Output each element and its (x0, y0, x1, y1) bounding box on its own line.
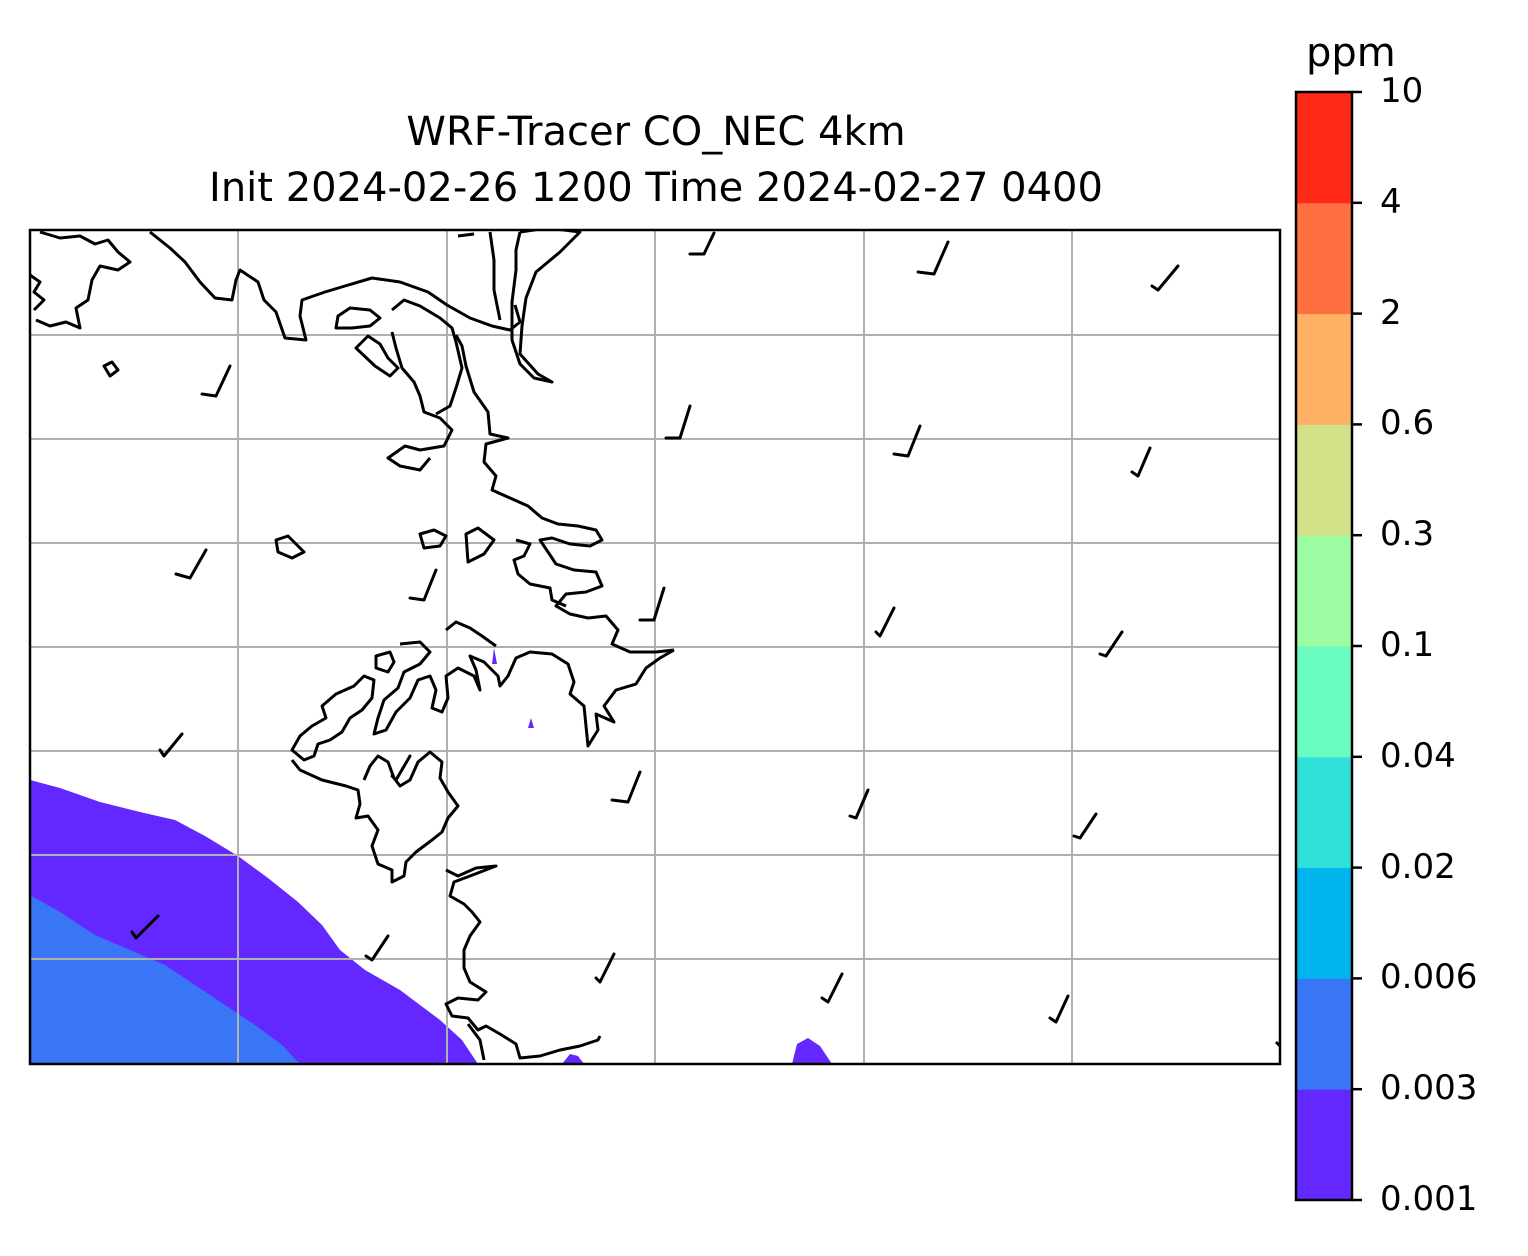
colorbar-tick-label: 2 (1380, 292, 1402, 333)
tracer-fill-level-1-b (562, 1054, 584, 1064)
colorbar-band (1296, 424, 1352, 536)
tracer-fill-level-1-c (792, 1038, 832, 1064)
colorbar-band (1296, 313, 1352, 425)
wind-barb (874, 606, 896, 638)
wind-barb (638, 586, 666, 622)
coastlines (30, 230, 1280, 1061)
map-frame (28, 228, 1282, 1066)
colorbar-band (1296, 1089, 1352, 1201)
colorbar-unit-label: ppm (1306, 30, 1396, 76)
colorbar-tick-label: 0.001 (1380, 1179, 1478, 1219)
map-area (30, 230, 1280, 1064)
colorbar-tick-label: 0.006 (1380, 957, 1478, 998)
tracer-fill-level-2 (30, 895, 300, 1064)
wind-barb (1048, 994, 1070, 1024)
wind-barb (408, 568, 438, 602)
wind-barb (1072, 812, 1098, 840)
wind-barb (916, 240, 950, 276)
colorbar-tick-label: 0.6 (1380, 403, 1435, 444)
colorbar-band (1296, 646, 1352, 758)
wind-barb (200, 364, 232, 398)
colorbar-tick-label: 0.04 (1380, 735, 1456, 776)
wind-barb (1150, 264, 1180, 292)
wind-barb (688, 231, 716, 256)
wind-barb (664, 404, 692, 440)
colorbar-tick-label: 0.3 (1380, 514, 1435, 555)
colorbar-ticks (1352, 90, 1362, 1202)
colorbar-tick-label: 0.1 (1380, 625, 1435, 665)
colorbar-tick-label: 0.003 (1380, 1068, 1478, 1109)
colorbar-band (1296, 535, 1352, 647)
colorbar-band (1296, 202, 1352, 315)
wind-barb (1098, 630, 1124, 658)
wind-barb (364, 934, 390, 962)
colorbar (1296, 92, 1352, 1201)
wind-barb (1130, 446, 1152, 478)
wind-barb (848, 788, 870, 820)
wind-barb (892, 424, 922, 458)
wind-barb (158, 732, 184, 758)
map-title-line-1: WRF-Tracer CO_NEC 4km (406, 109, 906, 155)
wind-barb (820, 972, 844, 1004)
colorbar-tick-label: 4 (1380, 181, 1402, 222)
colorbar-band (1296, 92, 1352, 204)
wind-barb (130, 914, 160, 940)
wind-barb (594, 952, 616, 984)
colorbar-band (1296, 978, 1352, 1090)
wind-barb (390, 754, 412, 782)
colorbar-band (1296, 867, 1352, 979)
wind-barb (610, 770, 642, 804)
wind-barbs (130, 231, 1180, 1024)
map-title-line-2: Init 2024-02-26 1200 Time 2024-02-27 040… (209, 165, 1103, 211)
colorbar-tick-label: 0.02 (1380, 846, 1456, 887)
wind-barb (174, 548, 208, 580)
colorbar-band (1296, 756, 1352, 869)
graticule (30, 230, 1280, 1064)
colorbar-tick-label: 10 (1380, 71, 1424, 111)
tracer-spot-2 (528, 718, 534, 728)
tracer-spot-1 (492, 648, 497, 664)
